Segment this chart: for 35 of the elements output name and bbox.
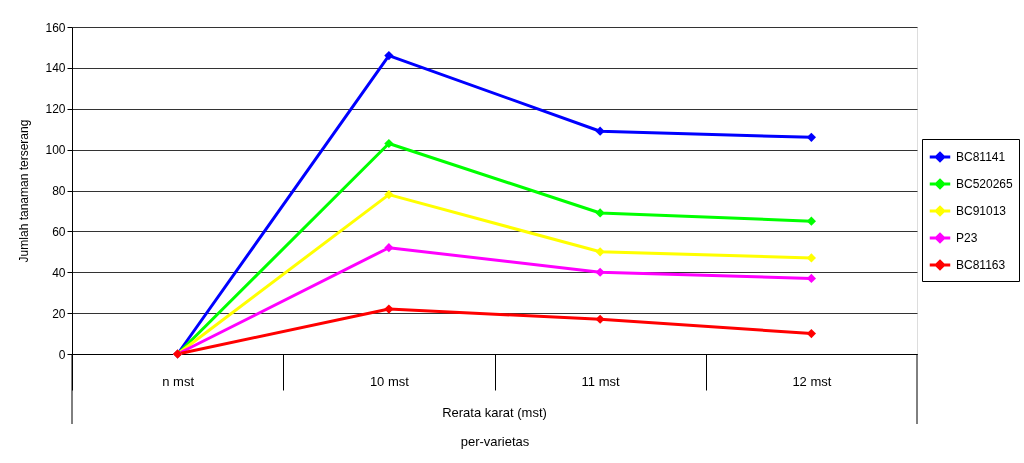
text: Rerata karat (mst) — [442, 405, 547, 420]
point — [384, 51, 394, 61]
legend-label: BC81141 — [956, 150, 1006, 164]
legend-label: BC520265 — [956, 177, 1014, 191]
point — [384, 138, 394, 149]
legend-label: P23 — [956, 231, 978, 245]
y-axis-title: Jumlah tanaman terserang — [17, 119, 32, 263]
point — [384, 243, 394, 253]
point — [806, 273, 816, 283]
y-tick-label: 100 — [45, 143, 66, 158]
y-tick-label: 160 — [45, 20, 66, 35]
x-tick-label: 12 mst — [792, 373, 832, 389]
legend-label: BC81163 — [956, 258, 1006, 272]
y-tick-label: 20 — [52, 306, 66, 321]
x-tick-label: n mst — [162, 373, 195, 389]
point — [595, 267, 605, 277]
legend-label: BC91013 — [956, 204, 1007, 218]
point — [384, 189, 394, 200]
point — [595, 208, 605, 218]
point — [806, 328, 816, 339]
point — [595, 314, 605, 324]
y-tick-label: 80 — [52, 184, 66, 198]
y-tick-label: 0 — [58, 347, 66, 362]
point — [806, 216, 816, 226]
y-tick-label: 120 — [45, 102, 66, 117]
point — [806, 132, 816, 142]
x-tick-label: 10 mst — [369, 373, 410, 389]
y-tick-label: 60 — [52, 224, 66, 239]
point — [595, 126, 605, 136]
x-tick-label: 11 mst — [581, 373, 621, 389]
y-tick-label: 140 — [45, 61, 66, 76]
y-tick-label: 40 — [52, 265, 66, 280]
point — [384, 304, 394, 314]
point — [595, 247, 605, 257]
x-axis-title: per-varietas — [460, 434, 530, 449]
